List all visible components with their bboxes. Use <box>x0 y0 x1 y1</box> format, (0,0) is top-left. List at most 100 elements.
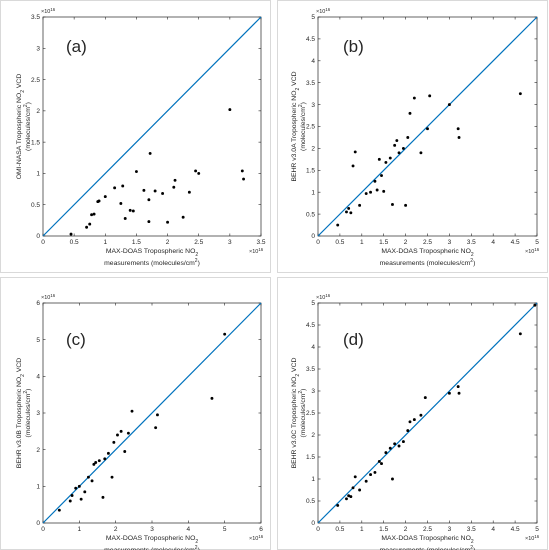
y-tick-label: 0 <box>311 520 315 527</box>
data-point <box>412 418 416 422</box>
y-tick-label: 2 <box>311 432 315 439</box>
data-point <box>161 192 165 195</box>
x-tick-label: 0.5 <box>335 239 344 246</box>
data-point <box>353 150 357 154</box>
data-point <box>88 222 92 226</box>
data-point <box>173 178 177 182</box>
x-tick-label: 3 <box>448 526 452 533</box>
data-point <box>121 184 125 188</box>
data-point <box>126 431 130 435</box>
y-tick-label: 0.5 <box>306 211 315 218</box>
data-point <box>101 495 105 499</box>
x-axis-units: measurements (molecules/cm2​) <box>104 258 200 267</box>
data-point <box>172 185 176 189</box>
y-tick-label: 0.5 <box>306 498 315 505</box>
y-tick-label: 2 <box>311 146 315 153</box>
one-to-one-line <box>317 16 538 237</box>
panel-d: 0 0.5 1 1.5 2 2.5 3 3.5 4 4.5 5 0 0.5 1 1.5 2 2.5 3 3.5 4 4.… <box>291 293 540 550</box>
x-tick-label: 1.5 <box>379 239 388 246</box>
data-point <box>358 203 362 207</box>
y-tick-label: 5 <box>36 337 40 344</box>
data-point <box>456 127 460 131</box>
data-point <box>103 457 107 461</box>
panel-a: 0 0.5 1 1.5 2 2.5 3 3.500.511.522.533.5×1016×10… <box>16 7 266 268</box>
x-tick-label: 1.5 <box>379 526 388 533</box>
y-axis-units: (molecules/cm2​) <box>23 102 32 151</box>
data-point <box>110 475 114 479</box>
y-axis-label: BEHR v3.0A Tropospheric NO2​ VCD <box>291 71 301 181</box>
data-point <box>68 499 72 503</box>
y-tick-label: 2 <box>36 447 40 454</box>
x-axis-units: measurements (molecules/cm2​) <box>380 545 476 550</box>
data-point <box>393 442 397 446</box>
one-to-one-line <box>317 302 538 524</box>
y-tick-label: 2.5 <box>306 124 315 131</box>
data-point <box>353 475 357 479</box>
data-point <box>388 156 392 160</box>
data-point <box>181 215 185 219</box>
data-point <box>393 143 397 147</box>
data-point <box>112 440 116 444</box>
data-point <box>351 164 355 168</box>
y-axis-units: (molecules/cm2​) <box>23 389 32 438</box>
x-axis-label: MAX-DOAS Tropospheric NO2​ <box>381 535 474 545</box>
x-tick-label: 0.5 <box>335 526 344 533</box>
x-tick-label: 0 <box>316 239 320 246</box>
x-tick-label: 1 <box>360 526 364 533</box>
data-point <box>116 433 119 437</box>
data-point <box>130 409 134 413</box>
y-tick-label: 1 <box>311 189 315 196</box>
x-exponent-label: ×1016 <box>249 247 264 256</box>
data-point <box>85 225 89 229</box>
data-point <box>345 210 348 214</box>
y-axis-label: BEHR v3.0C Tropospheric NO2​ VCD <box>291 358 301 469</box>
data-point <box>388 446 392 450</box>
y-tick-label: 1 <box>311 476 315 483</box>
y-tick-label: 0 <box>311 233 315 240</box>
data-point <box>187 190 191 194</box>
x-tick-label: 2 <box>114 526 118 533</box>
data-point <box>457 136 461 139</box>
data-point <box>397 151 401 155</box>
y-exponent-label: ×1016 <box>41 293 56 302</box>
x-axis-label: MAX-DOAS Tropospheric NO2​ <box>381 248 474 258</box>
x-tick-label: 2.5 <box>194 239 203 246</box>
data-point <box>228 108 232 112</box>
data-point <box>369 473 373 477</box>
data-point <box>336 503 340 507</box>
y-tick-label: 1.5 <box>306 454 315 461</box>
y-tick-label: 3.5 <box>306 366 315 373</box>
x-tick-label: 2 <box>404 526 408 533</box>
x-axis-units: measurements (molecules/cm2​) <box>104 545 200 550</box>
x-tick-label: 3 <box>228 239 232 246</box>
x-tick-label: 0 <box>41 526 45 533</box>
x-tick-label: 2 <box>166 239 170 246</box>
data-point <box>447 391 451 395</box>
one-to-one-line <box>42 16 262 237</box>
y-exponent-label: ×1016 <box>316 7 331 16</box>
data-point <box>349 211 353 215</box>
data-point <box>92 212 96 216</box>
x-tick-label: 0.5 <box>70 239 79 246</box>
data-point <box>373 470 377 474</box>
data-point <box>83 490 87 494</box>
data-point <box>408 420 412 424</box>
data-point <box>70 494 74 497</box>
data-point <box>142 188 146 192</box>
panel-label: (c) <box>66 330 86 349</box>
y-tick-label: 4 <box>311 58 315 65</box>
y-tick-label: 5 <box>311 14 315 21</box>
y-axis-label: BEHR v3.0B Tropospheric NO2​ VCD <box>16 358 26 469</box>
data-point <box>518 332 522 336</box>
data-point <box>79 497 83 501</box>
x-tick-label: 2.5 <box>423 239 432 246</box>
y-axis-label: OMI-NASA Tropospheric NO2​ VCD <box>16 74 26 180</box>
data-point <box>408 111 412 115</box>
panel-b-frame <box>277 0 548 273</box>
y-exponent-label: ×1016 <box>316 293 331 302</box>
data-point <box>94 461 98 464</box>
data-point <box>384 451 388 455</box>
y-tick-label: 3 <box>36 410 40 417</box>
x-tick-label: 4.5 <box>511 239 520 246</box>
panel-label: (d) <box>343 330 364 349</box>
